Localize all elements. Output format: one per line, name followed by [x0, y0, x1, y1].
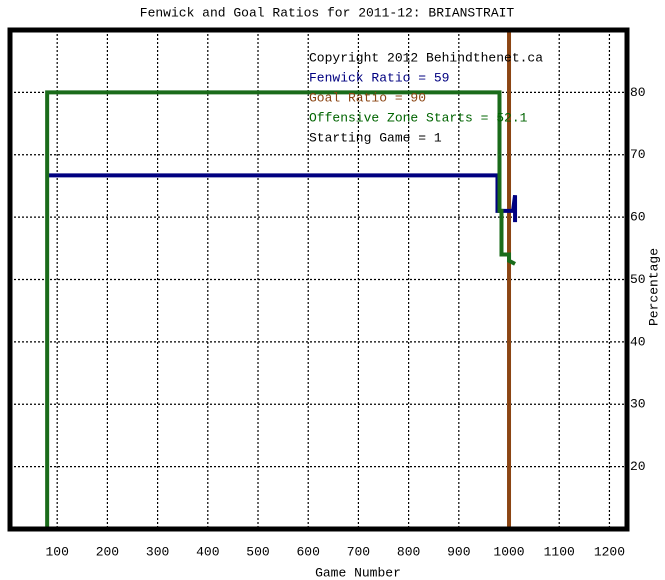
x-tick-label: 1100 [544, 544, 575, 559]
x-tick-label: 400 [196, 544, 219, 559]
legend-text: Starting Game = 1 [309, 130, 442, 145]
y-tick-label: 70 [630, 147, 646, 162]
x-tick-label: 900 [447, 544, 470, 559]
x-tick-label: 500 [246, 544, 269, 559]
x-tick-label: 800 [397, 544, 420, 559]
y-tick-label: 50 [630, 272, 646, 287]
legend-text: Copyright 2012 Behindthenet.ca [309, 50, 543, 65]
x-tick-label: 300 [146, 544, 169, 559]
x-tick-label: 600 [297, 544, 320, 559]
x-axis-label: Game Number [315, 565, 401, 580]
plot-frame [7, 27, 630, 532]
y-axis-label: Percentage [646, 248, 661, 326]
x-tick-label: 200 [96, 544, 119, 559]
y-tick-label: 60 [630, 210, 646, 225]
y-tick-label: 20 [630, 459, 646, 474]
y-tick-label: 40 [630, 334, 646, 349]
y-tick-label: 30 [630, 397, 646, 412]
chart-title: Fenwick and Goal Ratios for 2011-12: BRI… [140, 5, 515, 20]
legend-text: Goal Ratio = 90 [309, 90, 426, 105]
series-line [45, 90, 516, 529]
legend-text: Fenwick Ratio = 59 [309, 70, 449, 85]
x-tick-label: 1000 [493, 544, 524, 559]
x-tick-label: 100 [45, 544, 68, 559]
x-tick-label: 700 [347, 544, 370, 559]
y-tick-label: 80 [630, 85, 646, 100]
legend-text: Offensive Zone Starts = 52.1 [309, 110, 528, 125]
series-line [47, 173, 518, 223]
x-tick-label: 1200 [594, 544, 625, 559]
